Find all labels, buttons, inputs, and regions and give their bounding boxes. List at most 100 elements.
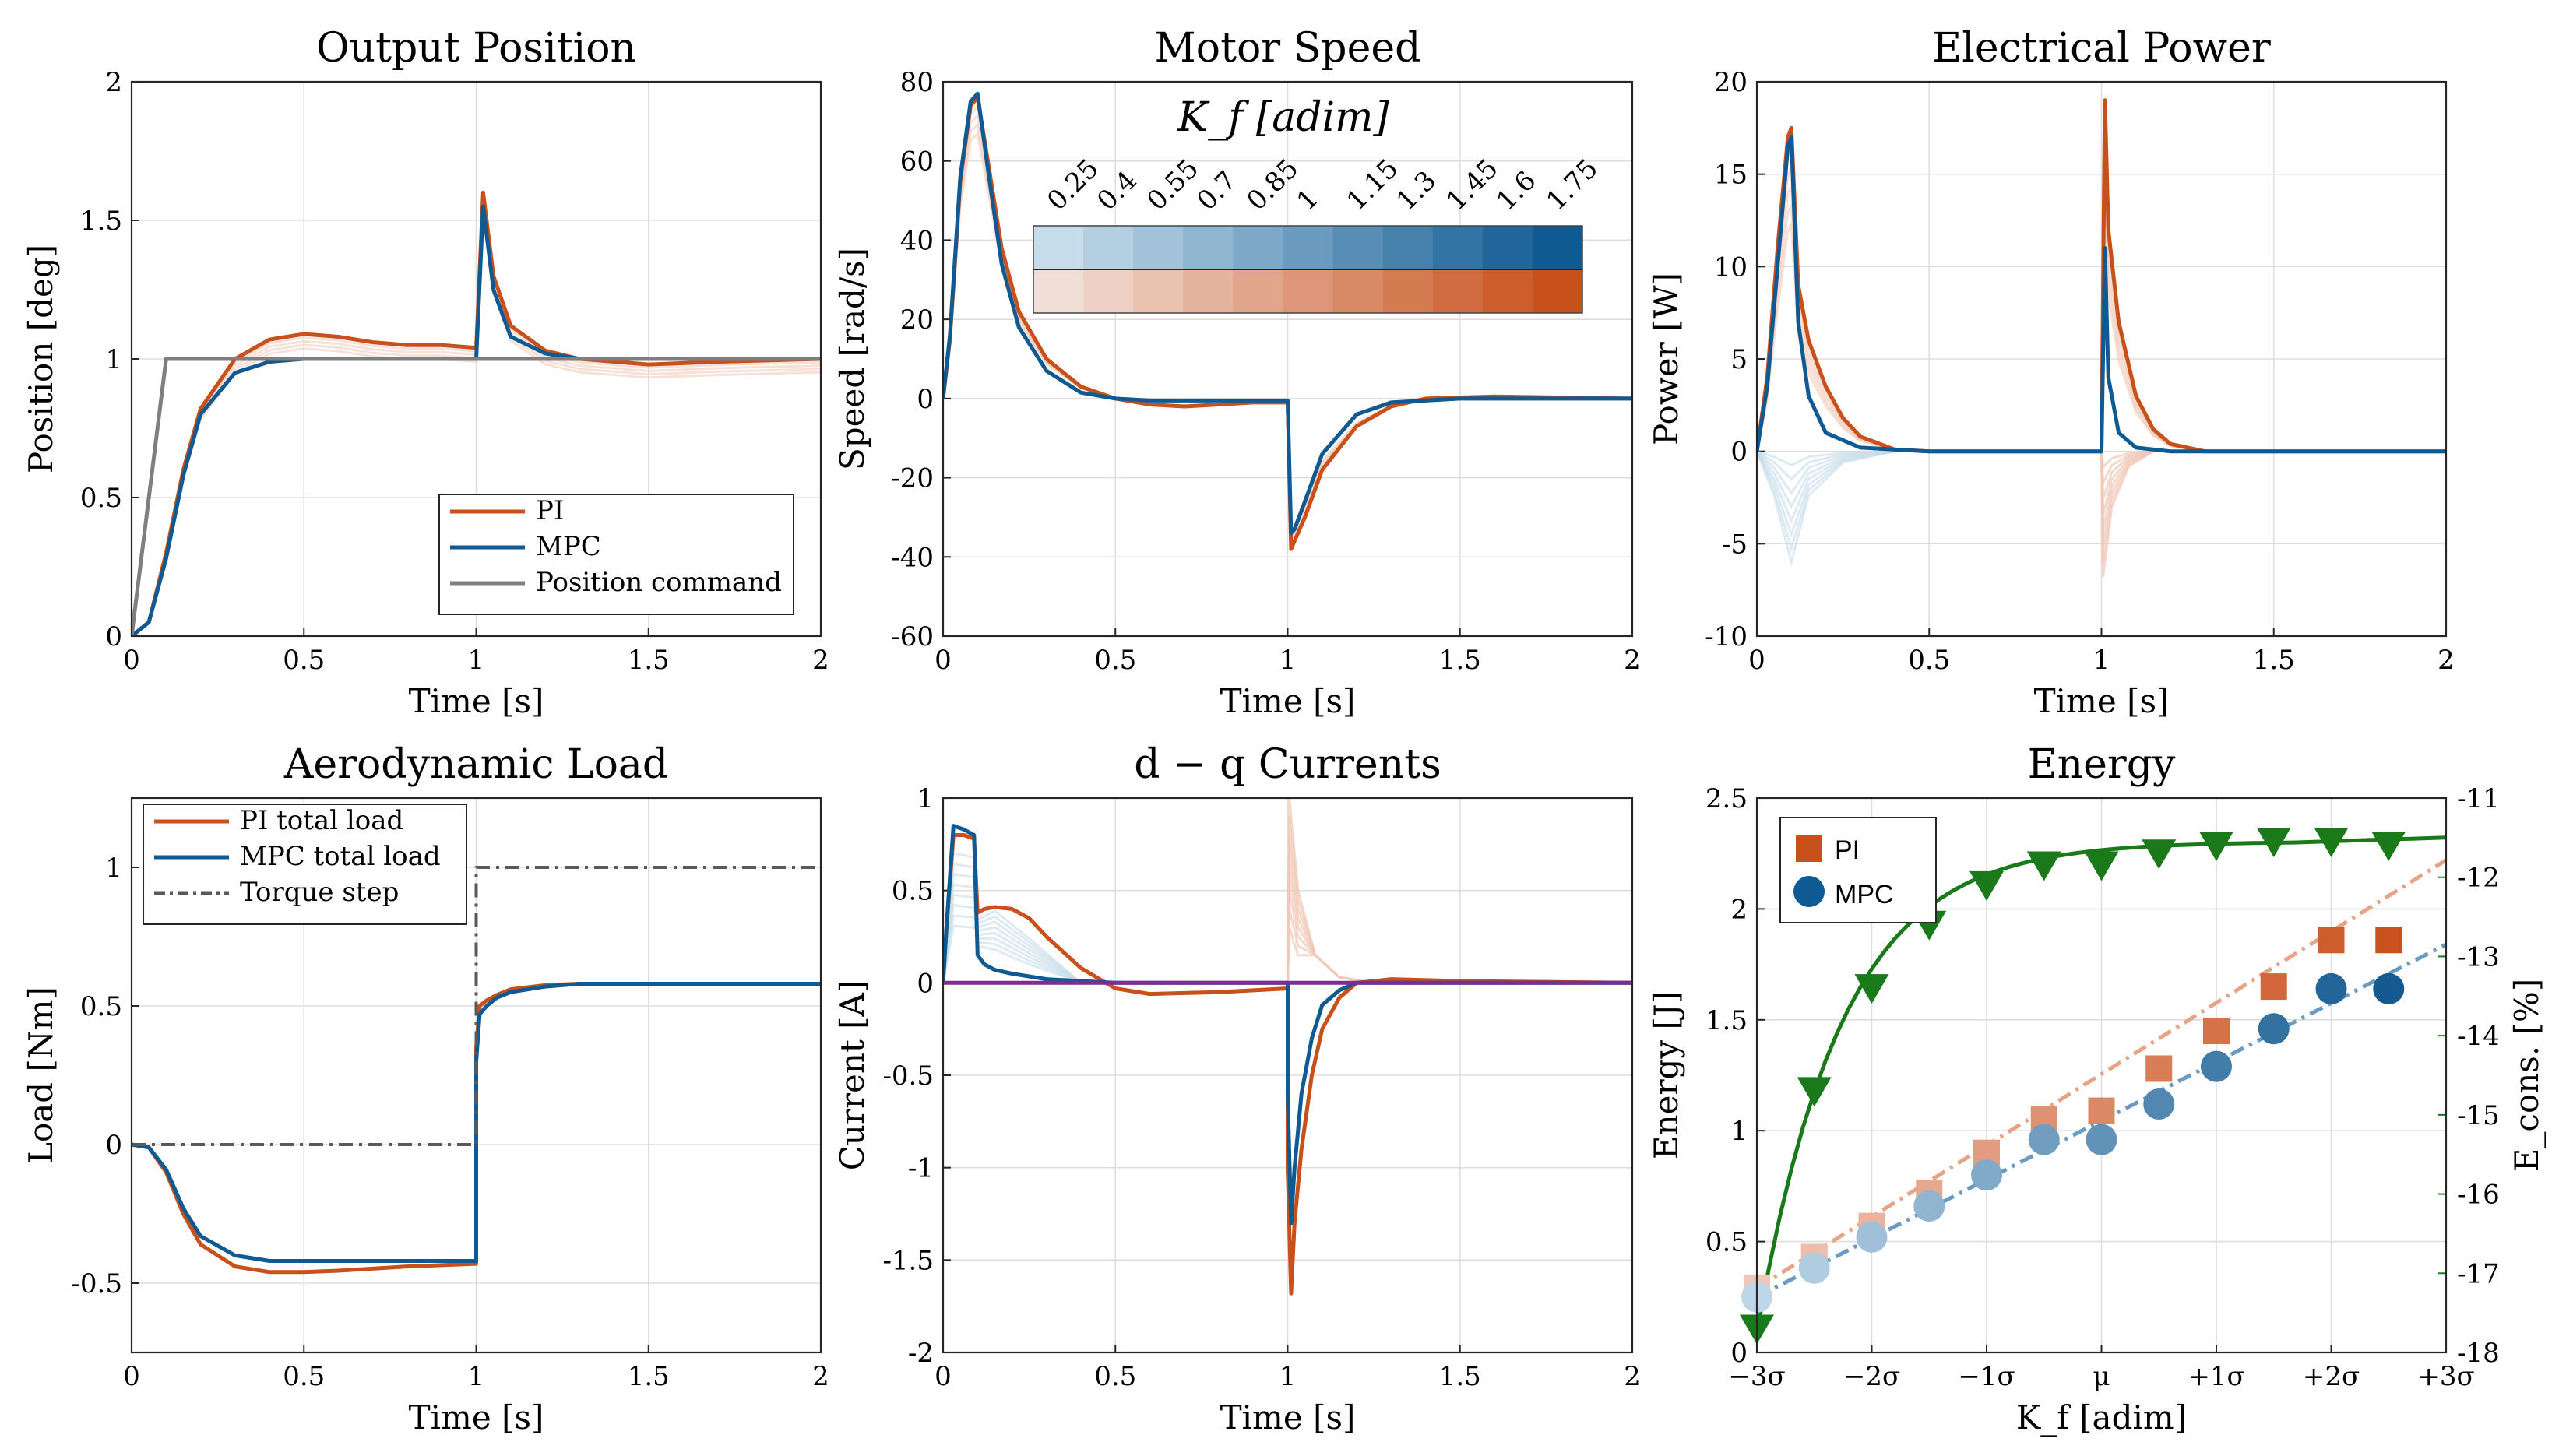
econs-marker: [2084, 851, 2119, 881]
y-right-axis-label: E_cons. [%]: [2508, 979, 2546, 1172]
x-tick-label: 1: [468, 645, 485, 676]
colorbar-pi-cell: [1233, 269, 1283, 313]
x-tick-label: 2: [812, 1361, 829, 1392]
chart-title: d − q Currents: [1134, 741, 1441, 788]
legend-label: PI: [536, 495, 564, 526]
econs-marker: [1969, 870, 2004, 901]
mpc-marker: [2315, 972, 2347, 1004]
y-right-tick-label: -12: [2457, 863, 2500, 894]
chart-title: Motor Speed: [1155, 25, 1421, 72]
y-tick-label: 2: [105, 67, 122, 98]
y-tick-label: -40: [891, 542, 934, 573]
econs-marker: [2199, 832, 2233, 862]
legend-label: PI: [1835, 835, 1860, 865]
x-tick-label: 0.5: [1908, 645, 1950, 676]
mpc-marker: [2028, 1124, 2060, 1155]
y-tick-label: 15: [1714, 160, 1748, 191]
x-tick-label: 0: [1748, 645, 1765, 676]
y-tick-label: 0.5: [80, 483, 122, 514]
colorbar-mpc-cell: [1482, 226, 1533, 269]
colorbar-mpc-cell: [1233, 226, 1283, 269]
mpc-marker: [2201, 1050, 2232, 1082]
mpc-marker: [1798, 1252, 1830, 1284]
pi-marker: [2145, 1055, 2173, 1082]
pi-curve-variant: [1287, 909, 1375, 984]
colorbar-mpc-cell: [1382, 226, 1434, 269]
mpc-marker: [2258, 1013, 2290, 1045]
colorbar-pi-cell: [1332, 269, 1384, 313]
pi-marker: [2375, 927, 2402, 954]
colorbar-tick-label: 0.55: [1141, 153, 1205, 217]
x-tick-label: +3σ: [2417, 1361, 2474, 1392]
y-right-tick-label: -18: [2457, 1338, 2500, 1369]
colorbar-frame: [1033, 225, 1583, 314]
x-tick-label: μ: [2093, 1361, 2110, 1392]
y-tick-label: -2: [908, 1338, 934, 1369]
y-tick-label: 2: [1730, 894, 1748, 925]
y-right-tick-label: -17: [2457, 1258, 2500, 1289]
y-tick-label: -20: [891, 463, 934, 494]
y-tick-label: 40: [900, 225, 934, 256]
colorbar-mpc-cell: [1083, 226, 1134, 269]
y-axis-label: Speed [rad/s]: [833, 248, 871, 470]
econs-marker: [2026, 851, 2061, 881]
chart-title: Output Position: [316, 25, 636, 72]
y-tick-label: 20: [900, 304, 934, 336]
y-right-tick-label: -15: [2457, 1100, 2500, 1131]
x-tick-label: 0: [123, 1361, 140, 1392]
x-tick-label: 2: [812, 645, 829, 676]
y-axis-label: Power [W]: [1647, 273, 1685, 445]
colorbar-pi-cell: [1033, 269, 1084, 313]
y-tick-label: 1.5: [1705, 1005, 1748, 1036]
mpc-marker: [2143, 1088, 2175, 1120]
mpc-marker: [1913, 1190, 1945, 1222]
chart-title: Aerodynamic Load: [283, 741, 668, 788]
y-tick-label: 0.5: [892, 876, 934, 907]
mpc-curve-variant: [943, 852, 1082, 984]
y-tick-label: 0: [917, 384, 934, 415]
colorbar-mpc-cell: [1183, 226, 1234, 269]
econs-marker: [2142, 839, 2177, 870]
pi-marker: [2260, 973, 2287, 1001]
x-tick-label: 0: [935, 645, 952, 676]
axes-frame: [942, 797, 1634, 1354]
colorbar-mpc-cell: [1133, 226, 1184, 269]
y-axis-label: Load [Nm]: [22, 986, 60, 1164]
y-tick-label: -5: [1722, 529, 1748, 560]
y-tick-label: 1: [105, 853, 122, 884]
colorbar-pi-cell: [1432, 269, 1484, 313]
x-tick-label: −3σ: [1728, 1361, 1785, 1392]
y-tick-label: 60: [900, 146, 934, 178]
chart-title: Electrical Power: [1932, 25, 2271, 72]
y-tick-label: 5: [1730, 344, 1748, 375]
x-tick-label: 0.5: [1094, 1361, 1136, 1392]
legend-label: MPC: [536, 531, 601, 562]
colorbar-mpc-cell: [1532, 226, 1583, 269]
x-tick-label: 1.5: [2253, 645, 2295, 676]
y-tick-label: 0: [105, 1130, 122, 1161]
x-axis-label: Time [s]: [409, 1398, 544, 1437]
y-tick-label: -60: [891, 621, 934, 652]
x-axis-label: Time [s]: [1220, 1398, 1356, 1437]
y-tick-label: -0.5: [71, 1268, 122, 1299]
y-tick-label: 80: [900, 67, 934, 98]
mpc-marker: [1856, 1221, 1888, 1253]
position-command-curve: [132, 357, 821, 636]
legend-label: Torque step: [240, 877, 399, 908]
chart-title: Energy: [2028, 741, 2176, 788]
colorbar-tick-label: 1.15: [1341, 153, 1405, 217]
legend-swatch: [1796, 835, 1822, 862]
mpc-curve-variant: [1757, 450, 1895, 539]
legend-label: MPC: [1835, 880, 1894, 909]
colorbar-mpc-cell: [1283, 226, 1334, 269]
colorbar-label: K_f [adim]: [1177, 94, 1389, 141]
mpc-marker: [2086, 1124, 2117, 1155]
mpc-marker: [1971, 1159, 2002, 1191]
axes-frame: [1755, 80, 2448, 638]
colorbar-mpc-cell: [1432, 226, 1484, 269]
y-tick-label: 0: [917, 968, 934, 999]
pi-trend-line: [1755, 858, 2448, 1290]
y-tick-label: 20: [1714, 67, 1748, 98]
x-axis-label: Time [s]: [409, 682, 544, 720]
x-tick-label: −1σ: [1958, 1361, 2015, 1392]
